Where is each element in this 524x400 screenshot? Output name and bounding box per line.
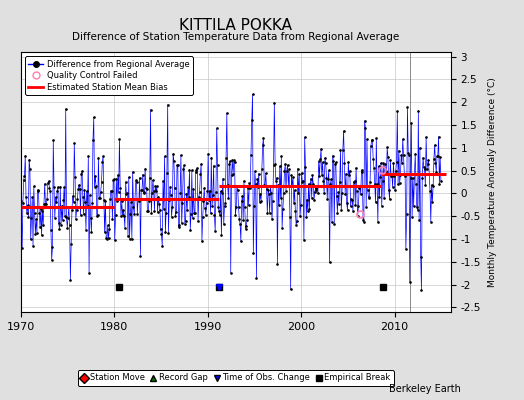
Text: KITTILA POKKA: KITTILA POKKA — [179, 18, 292, 33]
Text: Berkeley Earth: Berkeley Earth — [389, 384, 461, 394]
Y-axis label: Monthly Temperature Anomaly Difference (°C): Monthly Temperature Anomaly Difference (… — [488, 77, 497, 287]
Text: Difference of Station Temperature Data from Regional Average: Difference of Station Temperature Data f… — [72, 32, 399, 42]
Legend: Station Move, Record Gap, Time of Obs. Change, Empirical Break: Station Move, Record Gap, Time of Obs. C… — [78, 370, 394, 386]
